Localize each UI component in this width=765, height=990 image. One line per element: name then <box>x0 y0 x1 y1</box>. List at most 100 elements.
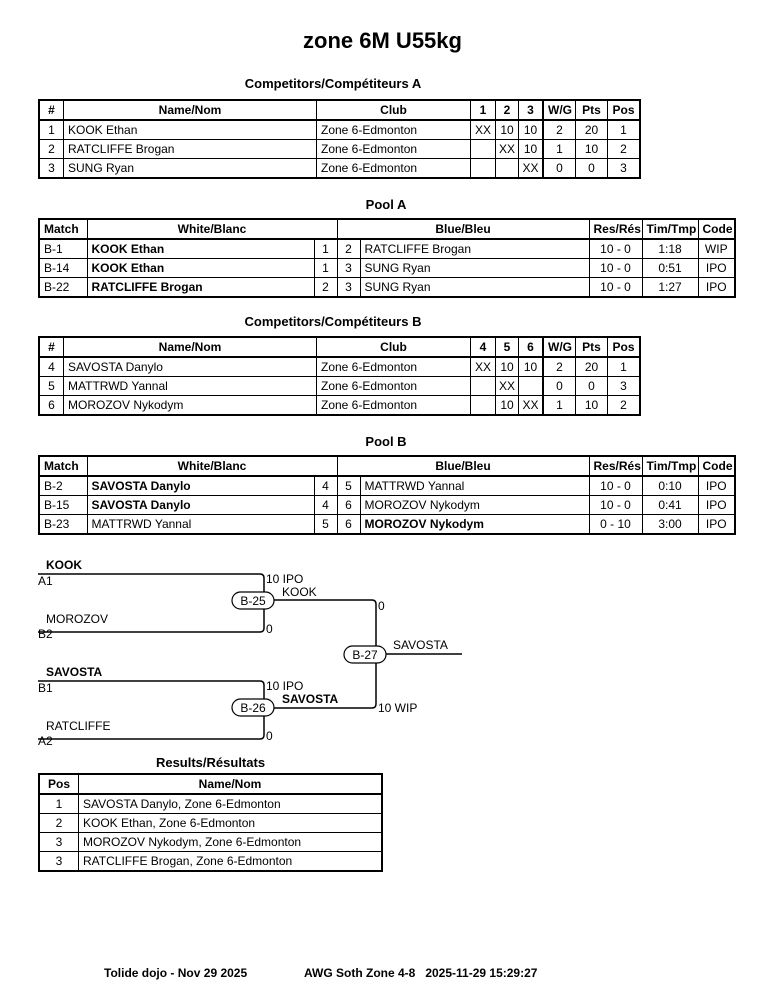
column-header: 1 <box>470 99 496 121</box>
cell: 5 <box>336 475 361 496</box>
cell: 6 <box>38 395 64 416</box>
cell: MOROZOV Nykodym <box>63 395 317 416</box>
cell: 6 <box>336 514 361 535</box>
cell: 0 <box>575 158 608 179</box>
cell: IPO <box>697 277 736 298</box>
cell: 0:10 <box>641 475 699 496</box>
competitors-b-table: # Name/Nom Club 4 5 6 W/G Pts Pos 4 SAVOSTA Danylo… <box>38 336 641 416</box>
cell: SAVOSTA Danylo <box>63 356 317 377</box>
cell: 3 <box>38 158 64 179</box>
column-header: Blue/Bleu <box>336 218 590 240</box>
cell: 1 <box>313 238 338 259</box>
cell: 1 <box>542 395 576 416</box>
cell: Zone 6-Edmonton <box>316 356 471 377</box>
column-header: # <box>38 336 64 358</box>
cell: WIP <box>697 238 736 259</box>
cell: Zone 6-Edmonton <box>316 139 471 159</box>
cell: XX <box>470 356 496 377</box>
cell: 0 - 10 <box>588 514 643 535</box>
cell: SUNG Ryan <box>359 258 590 278</box>
cell: 1 <box>38 119 64 140</box>
page-title: zone 6M U55kg <box>303 28 462 53</box>
competitor-row: 3 SUNG Ryan Zone 6-Edmonton XX 0 0 3 <box>38 158 641 179</box>
cell: 1 <box>38 793 79 814</box>
cell: XX <box>495 376 519 396</box>
match-row: B-1 KOOK Ethan 1 2 RATCLIFFE Brogan 10 - 0 1:1… <box>38 238 736 259</box>
column-header: Name/Nom <box>63 336 317 358</box>
cell: KOOK Ethan <box>86 238 315 259</box>
cell: 0 <box>575 376 608 396</box>
cell <box>518 376 544 396</box>
header-row: Match White/Blanc Blue/Bleu Res/Rés Tim/Tmp C… <box>38 455 736 477</box>
cell: XX <box>518 395 544 416</box>
cell: 0 <box>542 158 576 179</box>
cell: 1 <box>607 119 641 140</box>
semi2-bottom-name: RATCLIFFE <box>46 719 110 733</box>
column-header: 4 <box>470 336 496 358</box>
match-row: B-22 RATCLIFFE Brogan 2 3 SUNG Ryan 10 - 0 1:2… <box>38 277 736 298</box>
cell: RATCLIFFE Brogan <box>63 139 317 159</box>
semi2-top-score: 10 IPO <box>266 679 303 693</box>
column-header: 6 <box>518 336 544 358</box>
header-row: Pos Name/Nom <box>38 773 383 795</box>
column-header: Match <box>38 218 88 240</box>
cell: Zone 6-Edmonton <box>316 158 471 179</box>
cell: 3:00 <box>641 514 699 535</box>
column-header: Pts <box>575 336 608 358</box>
competitor-row: 2 RATCLIFFE Brogan Zone 6-Edmonton XX 10 1 10 2 <box>38 139 641 159</box>
match-row: B-14 KOOK Ethan 1 3 SUNG Ryan 10 - 0 0:51 IPO <box>38 258 736 278</box>
cell: B-2 <box>38 475 88 496</box>
column-header: W/G <box>542 99 576 121</box>
cell: B-22 <box>38 277 88 298</box>
semi2-match: B-26 <box>240 701 266 715</box>
cell: 10 <box>495 395 519 416</box>
cell: 4 <box>313 495 338 515</box>
cell: 3 <box>38 851 79 872</box>
column-header: Pos <box>607 99 641 121</box>
column-header: Match <box>38 455 88 477</box>
cell: 10 - 0 <box>588 277 643 298</box>
cell: 0 <box>542 376 576 396</box>
column-header: Blue/Bleu <box>336 455 590 477</box>
competitor-row: 6 MOROZOV Nykodym Zone 6-Edmonton 10 XX 1 10 2 <box>38 395 641 416</box>
cell: 10 - 0 <box>588 475 643 496</box>
cell: 0:51 <box>641 258 699 278</box>
cell <box>470 395 496 416</box>
cell: 10 <box>575 395 608 416</box>
results-table: Pos Name/Nom 1 SAVOSTA Danylo, Zone 6-Edmon… <box>38 773 383 872</box>
cell: B-14 <box>38 258 88 278</box>
cell: 5 <box>38 376 64 396</box>
cell: MATTRWD Yannal <box>63 376 317 396</box>
cell: 1 <box>607 356 641 377</box>
semi2-top-name: SAVOSTA <box>46 665 103 679</box>
cell: 1 <box>542 139 576 159</box>
header-row: # Name/Nom Club 1 2 3 W/G Pts Pos <box>38 99 641 121</box>
competitors-a-title: Competitors/Compétiteurs A <box>244 76 422 91</box>
semi1-top-score: 10 IPO <box>266 572 303 586</box>
cell: 2 <box>313 277 338 298</box>
pool-a-title: Pool A <box>365 197 407 212</box>
competitors-b-title: Competitors/Compétiteurs B <box>244 314 422 329</box>
semi1-match: B-25 <box>240 594 266 608</box>
cell: 2 <box>38 139 64 159</box>
cell: MATTRWD Yannal <box>359 475 590 496</box>
cell: 10 <box>495 119 519 140</box>
match-row: B-23 MATTRWD Yannal 5 6 MOROZOV Nykodym 0 - 1… <box>38 514 736 535</box>
cell: RATCLIFFE Brogan <box>86 277 315 298</box>
result-row: 3 MOROZOV Nykodym, Zone 6-Edmonton <box>38 832 383 852</box>
column-header: White/Blanc <box>86 455 338 477</box>
pool-a-table: Match White/Blanc Blue/Bleu Res/Rés Tim/Tmp C… <box>38 218 737 298</box>
cell: MOROZOV Nykodym, Zone 6-Edmonton <box>78 832 383 852</box>
result-row: 3 RATCLIFFE Brogan, Zone 6-Edmonton <box>38 851 383 872</box>
cell: 10 - 0 <box>588 258 643 278</box>
cell: 10 <box>518 119 544 140</box>
column-header: Code <box>697 455 736 477</box>
cell: SUNG Ryan <box>63 158 317 179</box>
semi2-bottom-seed: A2 <box>38 734 53 748</box>
cell: RATCLIFFE Brogan <box>359 238 590 259</box>
cell: 2 <box>542 356 576 377</box>
column-header: 5 <box>495 336 519 358</box>
cell: KOOK Ethan, Zone 6-Edmonton <box>78 813 383 833</box>
competitors-a-table: # Name/Nom Club 1 2 3 W/G Pts Pos 1 KOOK Ethan Zone… <box>38 99 641 179</box>
column-header: Res/Rés <box>588 218 643 240</box>
